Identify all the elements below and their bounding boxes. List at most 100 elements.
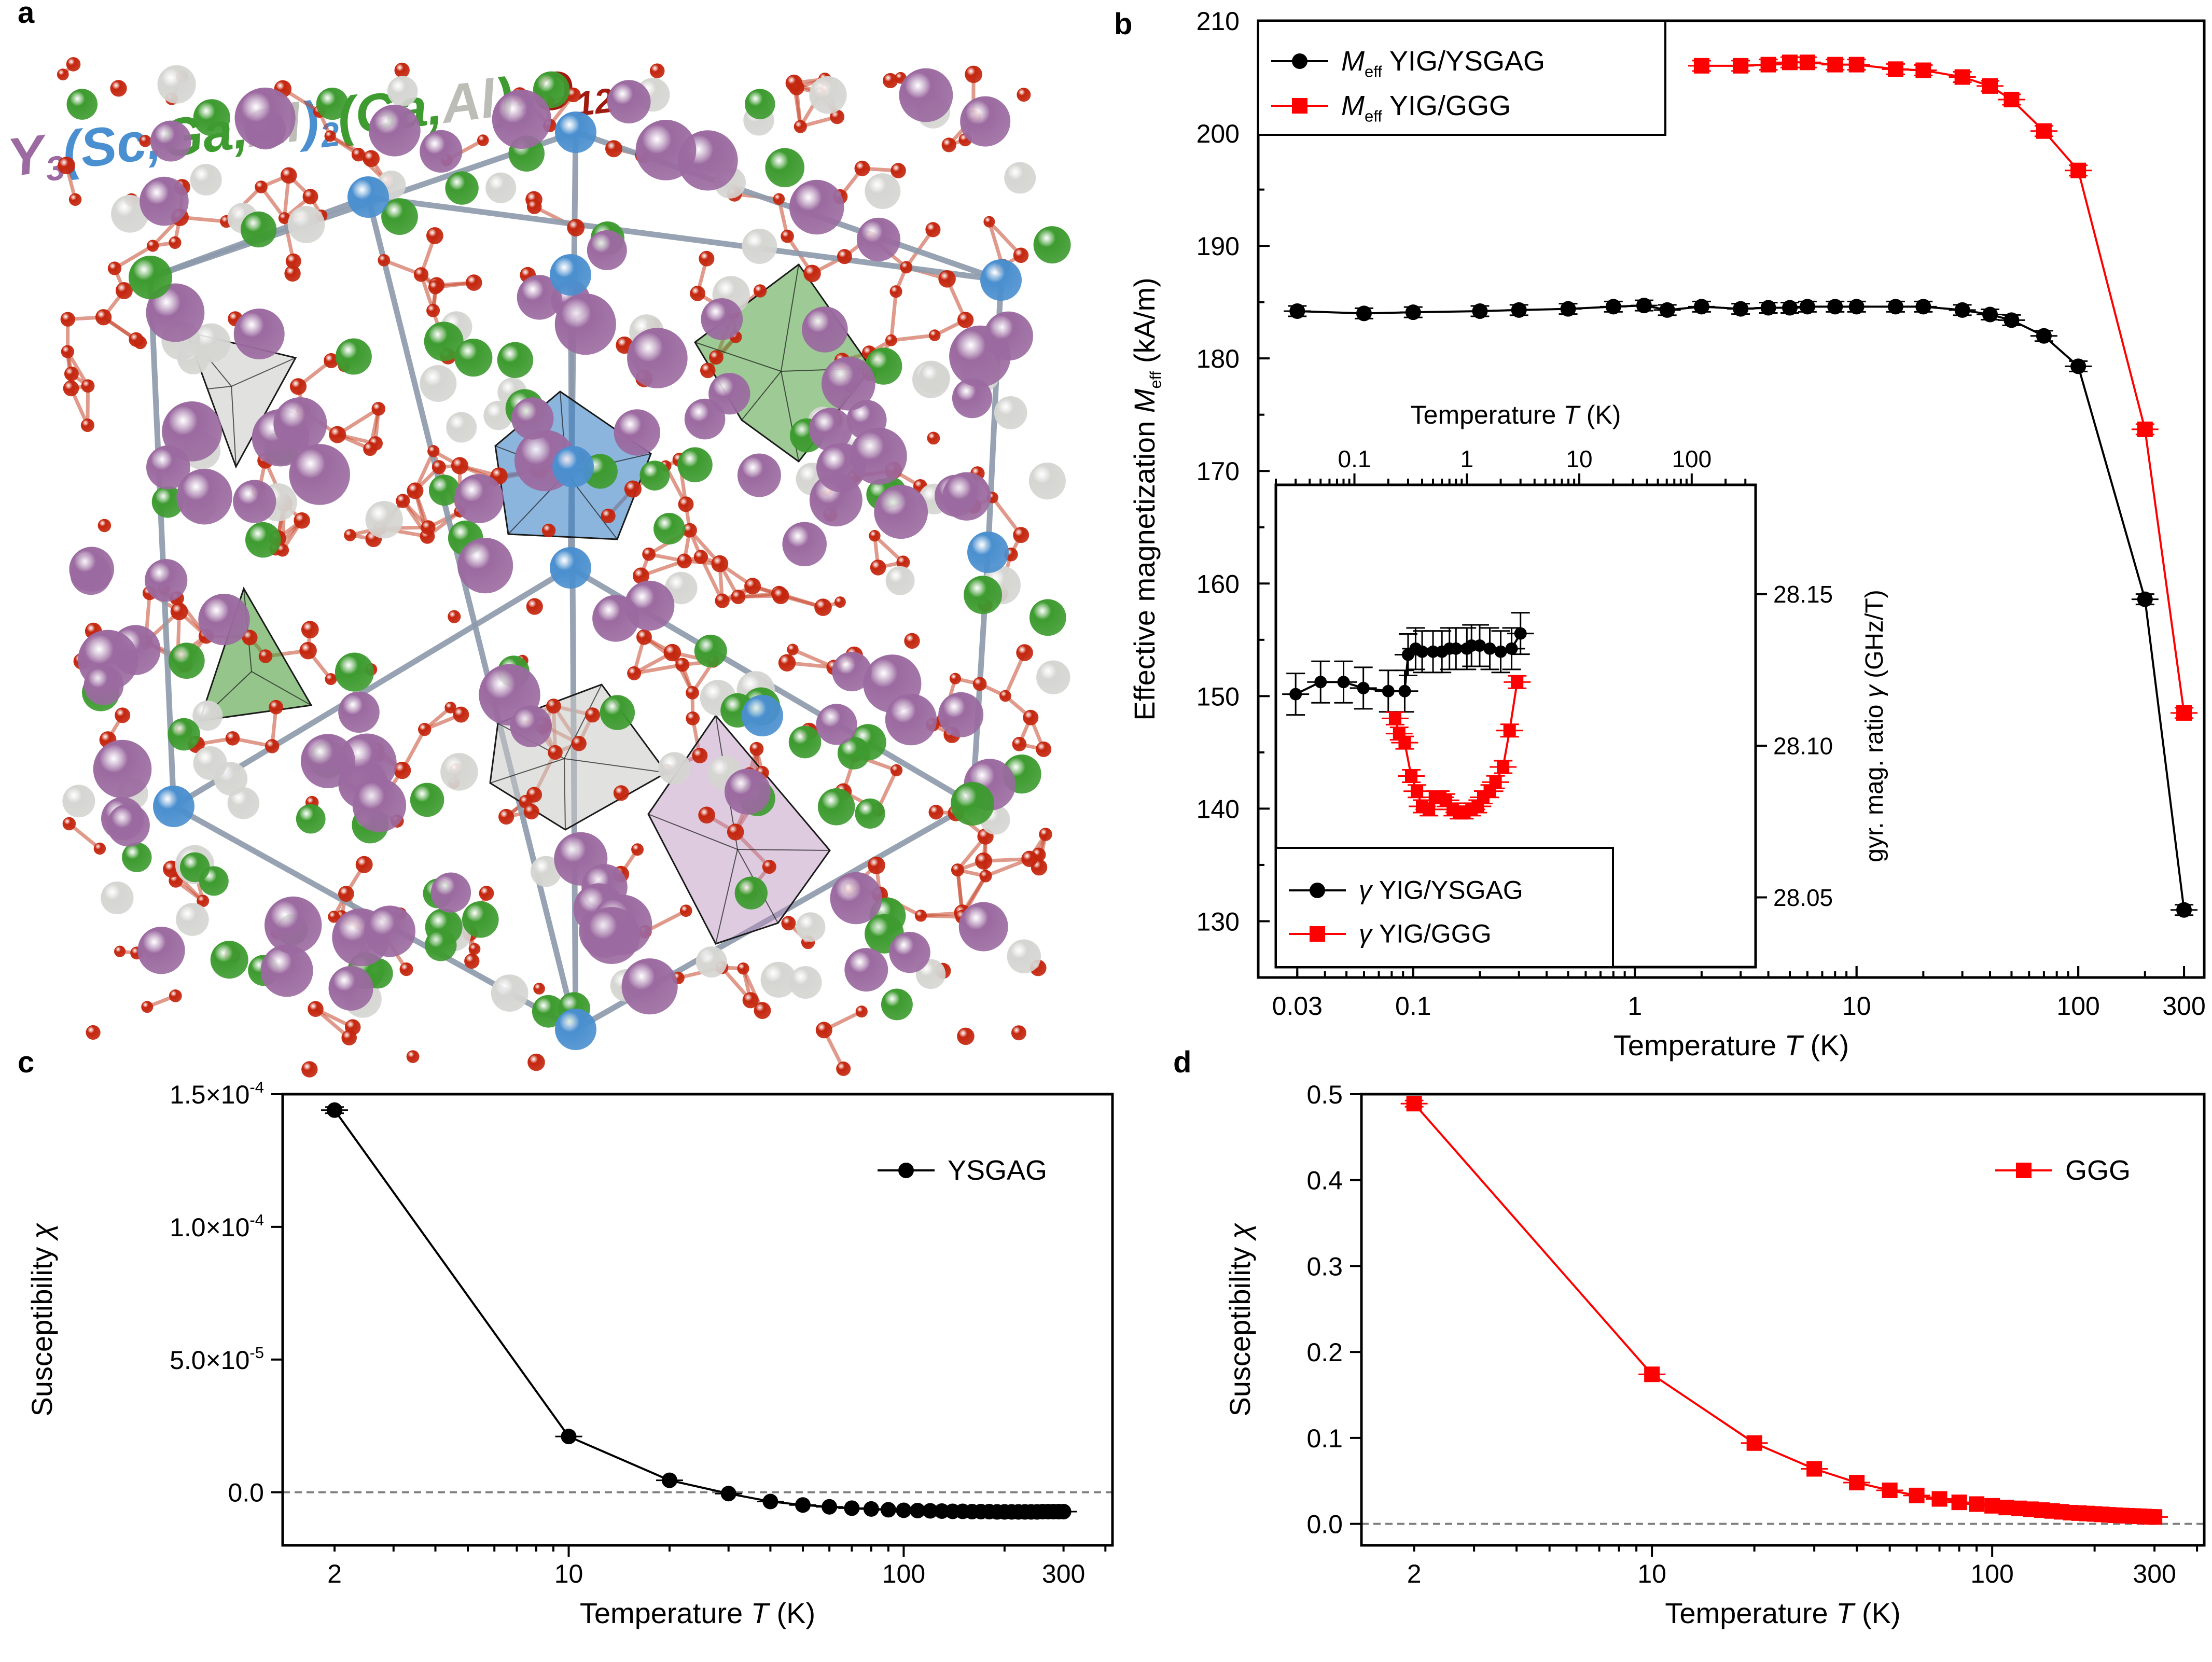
atom-al — [491, 974, 528, 1012]
atom-o — [280, 167, 297, 184]
y-tick-label: 5.0×10-5 — [170, 1344, 264, 1375]
atom-y — [137, 927, 185, 974]
x-tick-label: 10 — [1637, 1559, 1666, 1588]
y-tick-label: 190 — [1197, 232, 1240, 261]
atom-ga — [335, 338, 372, 375]
data-point — [1693, 58, 1709, 74]
atom-y — [587, 230, 627, 270]
data-point — [1405, 770, 1418, 783]
atom-y — [899, 68, 953, 122]
data-point — [1505, 642, 1518, 655]
atom-o — [141, 1001, 154, 1013]
legend-marker — [1292, 53, 1307, 69]
atom-o — [344, 529, 356, 541]
atom-o — [63, 380, 79, 397]
atom-o — [1023, 709, 1039, 725]
atom-o — [633, 567, 649, 584]
polyhedron-edge — [648, 814, 738, 850]
x-label-var: T — [1785, 1029, 1804, 1062]
atom-o — [627, 666, 642, 680]
atom-o — [308, 1001, 324, 1017]
atom-o — [225, 731, 240, 746]
atom-ga — [66, 89, 98, 120]
atom-al — [665, 571, 698, 605]
atom-o — [815, 1022, 832, 1039]
polyhedron-edge — [251, 671, 312, 706]
x-minor-ticks — [1257, 966, 2186, 977]
y-label-text: gyr. mag. ratio — [1861, 697, 1888, 862]
atom-o — [711, 555, 729, 572]
y-label-unit: (kA/m) — [1128, 277, 1161, 371]
atom-y — [607, 80, 651, 124]
atom-ga — [129, 256, 172, 299]
x-tick-label: 2 — [327, 1559, 342, 1588]
bond — [889, 291, 898, 341]
atom-o — [107, 261, 122, 275]
x-minor-ticks — [1413, 1545, 2199, 1557]
atom-o — [753, 284, 767, 298]
atom-o — [742, 992, 759, 1009]
atom-o — [371, 402, 386, 416]
y-tick-label: 180 — [1197, 344, 1240, 373]
data-point — [1388, 712, 1401, 725]
atom-al — [789, 966, 822, 999]
atom-o — [837, 249, 852, 264]
x-tick-label: 1 — [1460, 445, 1473, 472]
atom-al — [287, 206, 325, 243]
data-point — [1411, 785, 1424, 798]
data-point — [2004, 312, 2020, 328]
atom-o — [700, 362, 716, 379]
atom-ga — [677, 447, 713, 483]
x-tick-label: 300 — [2162, 991, 2205, 1021]
atom-al — [440, 753, 478, 791]
atom-ga — [335, 652, 374, 692]
data-point — [1982, 78, 1998, 94]
atom-y — [328, 966, 373, 1011]
polyhedron-edge — [207, 386, 232, 389]
polyhedron-edge — [564, 758, 566, 830]
atom-o — [302, 189, 318, 205]
atom-o — [477, 134, 489, 146]
atom-y — [802, 306, 848, 353]
y-tick-label: 200 — [1197, 119, 1240, 148]
data-point — [1644, 1366, 1660, 1382]
legend-label: γ YIG/GGG — [1359, 919, 1492, 948]
y-axis-label: Effective magnetization Meff (kA/m) — [1128, 277, 1165, 721]
y-tick-mantissa: 1.0×10 — [170, 1213, 249, 1242]
atom-o — [432, 460, 446, 474]
atom-o — [169, 236, 182, 249]
x-tick-label: 100 — [1970, 1559, 2013, 1588]
atom-ga — [296, 804, 326, 834]
atom-o — [86, 1025, 101, 1040]
plot-frame — [1360, 1093, 2206, 1547]
atom-y — [816, 704, 857, 745]
data-point — [2137, 421, 2153, 437]
data-point — [1909, 1487, 1925, 1503]
atom-o — [421, 520, 436, 535]
atom-o — [406, 1050, 420, 1063]
legend-var: M — [1341, 90, 1365, 121]
y-label-unit: (GHz/T) — [1861, 590, 1888, 685]
atom-o — [64, 366, 79, 381]
atom-al — [809, 76, 847, 114]
atom-ga — [837, 737, 870, 770]
atom-ga — [316, 88, 349, 120]
atom-y — [265, 896, 322, 954]
data-point — [1915, 299, 1931, 315]
atom-y — [234, 87, 296, 149]
atom-y — [942, 472, 991, 521]
atom-o — [81, 379, 95, 393]
atom-o — [351, 148, 366, 162]
atom-ga — [734, 876, 768, 910]
atom-o — [197, 895, 210, 907]
atom-o — [93, 842, 106, 855]
atom-y — [146, 445, 190, 490]
legend-label: Meff YIG/GGG — [1341, 90, 1511, 125]
atom-y — [614, 409, 661, 456]
data-point — [1849, 1475, 1865, 1491]
atom-o — [453, 706, 469, 723]
atom-o — [949, 673, 961, 685]
y-label-var: M — [1128, 388, 1161, 413]
atom-o — [631, 843, 644, 856]
data-point — [1382, 685, 1395, 697]
